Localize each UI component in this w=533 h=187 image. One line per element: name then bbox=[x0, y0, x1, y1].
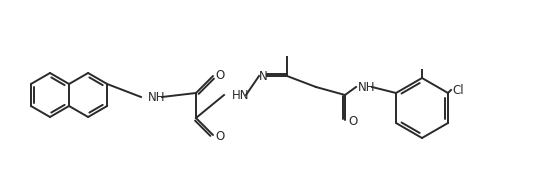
Text: O: O bbox=[215, 130, 224, 142]
Text: Cl: Cl bbox=[452, 84, 464, 96]
Text: O: O bbox=[348, 114, 357, 128]
Text: NH: NH bbox=[148, 91, 166, 103]
Text: N: N bbox=[259, 70, 268, 82]
Text: O: O bbox=[215, 68, 224, 82]
Text: HN: HN bbox=[232, 88, 249, 102]
Text: NH: NH bbox=[358, 80, 376, 94]
